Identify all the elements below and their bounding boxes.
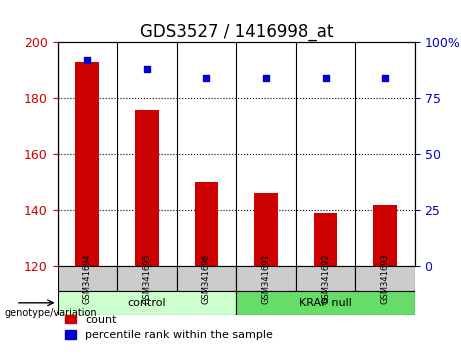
FancyBboxPatch shape [355,266,415,291]
Bar [373,205,397,266]
Point [143,67,151,72]
Point [203,75,210,81]
Point [381,75,389,81]
Title: GDS3527 / 1416998_at: GDS3527 / 1416998_at [140,23,333,41]
FancyBboxPatch shape [58,291,236,315]
Text: GSM341692: GSM341692 [321,253,330,304]
Point [322,75,329,81]
FancyBboxPatch shape [236,266,296,291]
FancyBboxPatch shape [236,291,415,315]
Bar [195,182,219,266]
FancyBboxPatch shape [117,266,177,291]
Legend: count, percentile rank within the sample: count, percentile rank within the sample [61,310,278,345]
FancyBboxPatch shape [296,266,355,291]
Text: GSM341691: GSM341691 [261,253,271,304]
Text: GSM341695: GSM341695 [142,253,152,304]
FancyBboxPatch shape [177,266,236,291]
Text: KRAP null: KRAP null [299,298,352,308]
Text: GSM341693: GSM341693 [381,253,390,304]
Text: genotype/variation: genotype/variation [5,308,97,318]
Text: GSM341696: GSM341696 [202,253,211,304]
Bar [254,193,278,266]
Point [262,75,270,81]
Bar [313,213,337,266]
Bar [76,62,99,266]
Bar [135,110,159,266]
Text: control: control [128,298,166,308]
Text: GSM341694: GSM341694 [83,253,92,304]
Point [84,58,91,63]
FancyBboxPatch shape [58,266,117,291]
